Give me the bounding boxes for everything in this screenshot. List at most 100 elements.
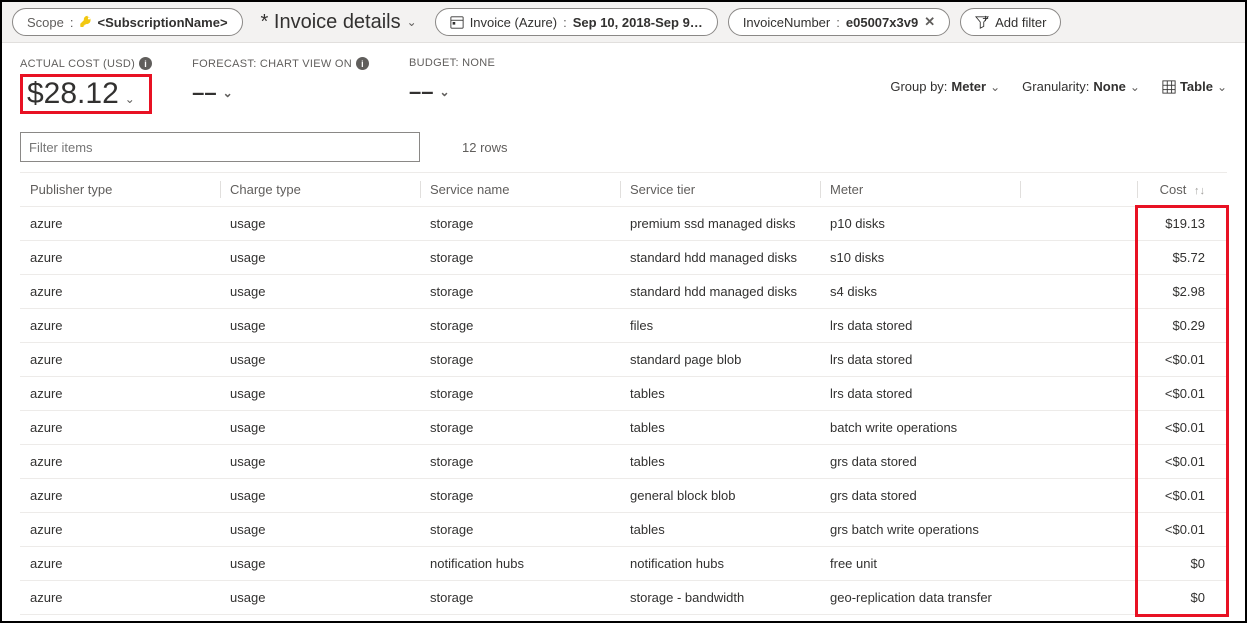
cell: storage — [420, 581, 620, 615]
table-row[interactable]: azureusagestoragepremium ssd managed dis… — [20, 207, 1227, 241]
cell: storage — [420, 275, 620, 309]
scope-pill[interactable]: Scope : <SubscriptionName> — [12, 8, 243, 36]
key-icon — [80, 15, 92, 30]
actual-cost-block: ACTUAL COST (USD) i $28.12 ⌄ — [20, 57, 152, 114]
view-mode-label: Table — [1180, 79, 1213, 94]
table-row[interactable]: azureusagenotification hubsnotification … — [20, 547, 1227, 581]
budget-label: BUDGET: NONE — [409, 57, 495, 69]
cell: premium ssd managed disks — [620, 207, 820, 241]
filter-row: 12 rows — [2, 118, 1245, 172]
group-by-value: Meter — [951, 79, 986, 94]
group-by-control[interactable]: Group by: Meter ⌄ — [890, 79, 1000, 94]
summary-row: ACTUAL COST (USD) i $28.12 ⌄ FORECAST: C… — [2, 43, 1245, 118]
col-service-name[interactable]: Service name — [420, 173, 620, 207]
table-row[interactable]: azureusagestoragestorage - bandwidthgeo-… — [20, 581, 1227, 615]
table-row[interactable]: azureusagestoragetablesbatch write opera… — [20, 411, 1227, 445]
col-cost[interactable]: Cost ↑↓ — [1137, 173, 1227, 207]
cell-spacer — [1020, 241, 1137, 275]
cell: storage — [420, 479, 620, 513]
table-row[interactable]: azureusagestoragetablesgrs data stored<$… — [20, 445, 1227, 479]
cell-cost: <$0.01 — [1137, 411, 1227, 445]
cell: azure — [20, 513, 220, 547]
table-row[interactable]: azureusagestoragestandard page bloblrs d… — [20, 343, 1227, 377]
cell-spacer — [1020, 275, 1137, 309]
granularity-value: None — [1093, 79, 1126, 94]
table-icon — [1162, 80, 1176, 94]
col-publisher-type[interactable]: Publisher type — [20, 173, 220, 207]
budget-value: –– — [409, 79, 433, 105]
col-cost-label: Cost — [1160, 182, 1187, 197]
granularity-label: Granularity: — [1022, 79, 1089, 94]
cell-cost: <$0.01 — [1137, 445, 1227, 479]
cell: p10 disks — [820, 207, 1020, 241]
cell: tables — [620, 513, 820, 547]
cell: azure — [20, 275, 220, 309]
filter-bar: Scope : <SubscriptionName> * Invoice det… — [2, 2, 1245, 43]
cell: azure — [20, 547, 220, 581]
forecast-label-row: FORECAST: CHART VIEW ON i — [192, 57, 369, 70]
cell-cost: <$0.01 — [1137, 479, 1227, 513]
cell: standard page blob — [620, 343, 820, 377]
budget-block: BUDGET: NONE –– ⌄ — [409, 57, 495, 105]
remove-filter-icon[interactable]: ✕ — [924, 14, 935, 30]
invoice-number-pill[interactable]: InvoiceNumber : e05007x3v9 ✕ — [728, 8, 950, 36]
cell-cost: $19.13 — [1137, 207, 1227, 241]
cell: usage — [220, 343, 420, 377]
forecast-value-row[interactable]: –– ⌄ — [192, 72, 369, 106]
table-body: azureusagestoragepremium ssd managed dis… — [20, 207, 1227, 615]
table-row[interactable]: azureusagestoragetablesgrs batch write o… — [20, 513, 1227, 547]
cell: usage — [220, 207, 420, 241]
cell: usage — [220, 377, 420, 411]
view-title[interactable]: * Invoice details ⌄ — [253, 11, 425, 34]
info-icon[interactable]: i — [139, 57, 152, 70]
info-icon[interactable]: i — [356, 57, 369, 70]
col-charge-type[interactable]: Charge type — [220, 173, 420, 207]
cost-table: Publisher type Charge type Service name … — [20, 172, 1227, 615]
actual-cost-label-row: ACTUAL COST (USD) i — [20, 57, 152, 70]
cell-cost: $5.72 — [1137, 241, 1227, 275]
cell: grs batch write operations — [820, 513, 1020, 547]
table-row[interactable]: azureusagestoragestandard hdd managed di… — [20, 241, 1227, 275]
budget-value-row[interactable]: –– ⌄ — [409, 71, 495, 105]
actual-cost-value: $28.12 — [27, 77, 119, 111]
forecast-value: –– — [192, 80, 216, 106]
cell: azure — [20, 241, 220, 275]
cell: tables — [620, 445, 820, 479]
cell-cost: $0.29 — [1137, 309, 1227, 343]
cell: free unit — [820, 547, 1020, 581]
chevron-down-icon[interactable]: ⌄ — [125, 92, 135, 106]
row-count: 12 rows — [444, 140, 508, 155]
date-range-pill[interactable]: Invoice (Azure) : Sep 10, 2018-Sep 9… — [435, 8, 718, 36]
chevron-down-icon: ⌄ — [1130, 80, 1140, 94]
forecast-label: FORECAST: CHART VIEW ON — [192, 58, 352, 70]
col-meter[interactable]: Meter — [820, 173, 1020, 207]
view-controls: Group by: Meter ⌄ Granularity: None ⌄ Ta… — [890, 57, 1227, 94]
view-mode-control[interactable]: Table ⌄ — [1162, 79, 1227, 94]
col-service-tier[interactable]: Service tier — [620, 173, 820, 207]
table-row[interactable]: azureusagestoragefileslrs data stored$0.… — [20, 309, 1227, 343]
table-row[interactable]: azureusagestoragestandard hdd managed di… — [20, 275, 1227, 309]
add-filter-button[interactable]: Add filter — [960, 8, 1061, 36]
cell: usage — [220, 411, 420, 445]
cell: usage — [220, 445, 420, 479]
scope-label: Scope — [27, 15, 64, 30]
cell-cost: <$0.01 — [1137, 343, 1227, 377]
granularity-control[interactable]: Granularity: None ⌄ — [1022, 79, 1140, 94]
cell: azure — [20, 309, 220, 343]
col-spacer — [1020, 173, 1137, 207]
view-title-text: * Invoice details — [261, 11, 401, 34]
table-header-row: Publisher type Charge type Service name … — [20, 173, 1227, 207]
cell-spacer — [1020, 377, 1137, 411]
sort-icon: ↑↓ — [1194, 185, 1205, 197]
chevron-down-icon: ⌄ — [440, 85, 450, 99]
actual-cost-label: ACTUAL COST (USD) — [20, 58, 135, 70]
forecast-block: FORECAST: CHART VIEW ON i –– ⌄ — [192, 57, 369, 106]
actual-cost-highlight: $28.12 ⌄ — [20, 74, 152, 114]
cell: azure — [20, 445, 220, 479]
table-row[interactable]: azureusagestoragetableslrs data stored<$… — [20, 377, 1227, 411]
cell: storage - bandwidth — [620, 581, 820, 615]
cell-spacer — [1020, 547, 1137, 581]
table-row[interactable]: azureusagestoragegeneral block blobgrs d… — [20, 479, 1227, 513]
filter-items-input[interactable] — [20, 132, 420, 162]
cell: azure — [20, 377, 220, 411]
